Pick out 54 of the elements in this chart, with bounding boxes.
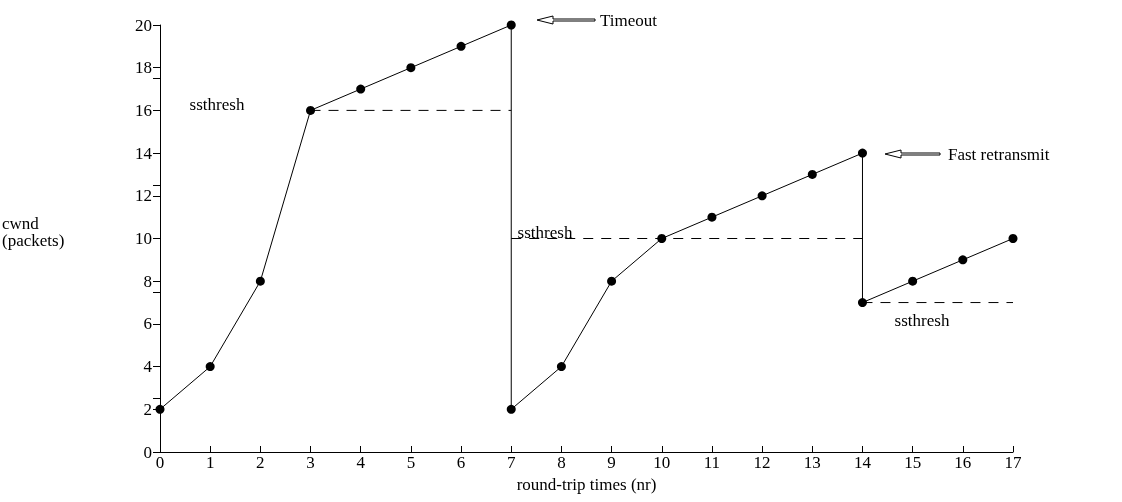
x-tick-label: 10	[653, 453, 671, 472]
x-tick-label: 9	[607, 453, 616, 472]
point	[657, 234, 667, 243]
x-tick-label: 7	[506, 453, 516, 472]
x-tick-label: 16	[954, 453, 972, 472]
annotation: ssthresh	[894, 310, 950, 330]
y-tick-label: 16	[135, 100, 152, 120]
point	[356, 84, 366, 94]
point	[857, 148, 867, 158]
point	[205, 362, 215, 372]
point	[506, 20, 516, 30]
x-tick-label: 1	[205, 453, 215, 472]
y-tick-label: 14	[135, 143, 153, 163]
y-tick-label: 4	[143, 357, 153, 377]
point	[506, 404, 516, 414]
annotation: Fast retransmit	[948, 144, 1050, 164]
point	[857, 298, 867, 308]
x-tick-label: 2	[256, 453, 265, 472]
x-tick-label: 3	[306, 453, 315, 472]
annotation: Timeout	[600, 10, 658, 30]
point	[757, 191, 767, 201]
y-tick-label: 18	[135, 58, 152, 78]
x-tick-label: 13	[803, 453, 821, 472]
x-tick-label: 17	[1004, 453, 1022, 472]
point	[958, 255, 968, 265]
x-tick-label: 14	[853, 453, 872, 472]
y-tick-label: 6	[143, 314, 152, 334]
y-axis-title: cwnd (packets)	[2, 213, 65, 250]
x-tick-label: 4	[356, 453, 366, 472]
y-tick-label: 12	[135, 186, 152, 206]
y-tick-label: 2	[143, 399, 152, 419]
point	[607, 276, 617, 286]
x-tick-label: 12	[753, 453, 771, 472]
point	[306, 105, 316, 115]
point	[456, 41, 466, 51]
point	[556, 362, 566, 372]
annotation: ssthresh	[517, 222, 573, 242]
x-axis-title: round-trip times (nr)	[516, 474, 657, 494]
y-tick-label: 10	[135, 229, 152, 248]
x-tick-label: 5	[406, 453, 416, 472]
point	[707, 212, 717, 222]
x-tick-label: 0	[155, 453, 165, 472]
point	[406, 63, 416, 73]
x-tick-label: 8	[557, 453, 566, 472]
y-tick-label: 20	[135, 15, 152, 35]
x-tick-label: 15	[904, 453, 922, 472]
point	[1008, 234, 1018, 243]
point	[908, 276, 918, 286]
annotation: ssthresh	[189, 94, 245, 114]
x-tick-label: 11	[703, 453, 721, 472]
point	[255, 276, 265, 286]
point	[807, 169, 817, 179]
x-tick-label: 6	[456, 453, 466, 472]
y-tick-label: 8	[143, 271, 152, 291]
